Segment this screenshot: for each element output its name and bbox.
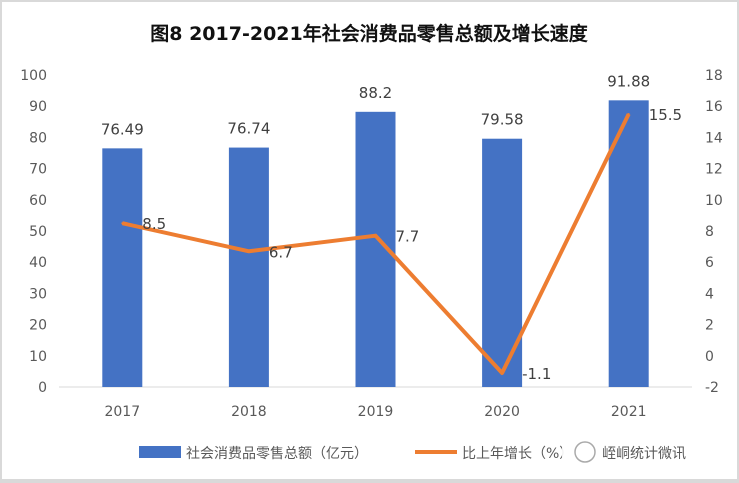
left-tick-label: 60 [29, 193, 47, 209]
legend-label-line: 比上年增长（%） [462, 446, 573, 462]
right-tick-label: 8 [705, 224, 714, 240]
x-tick-label: 2017 [104, 404, 140, 420]
x-tick-label: 2018 [231, 404, 267, 420]
x-tick-label: 2019 [358, 404, 394, 420]
left-tick-label: 40 [29, 255, 47, 271]
right-tick-label: 0 [705, 349, 714, 365]
bar-data-label: 79.58 [481, 111, 524, 129]
line-point [627, 113, 630, 115]
right-tick-label: 10 [705, 193, 723, 209]
bar-data-label: 76.74 [227, 120, 270, 138]
chart-title: 图8 2017-2021年社会消费品零售总额及增长速度 [150, 22, 588, 45]
line-data-label: 8.5 [142, 215, 166, 233]
bar [102, 148, 143, 387]
wechat-icon [574, 441, 596, 463]
watermark: 峌峒统计微讯 [602, 446, 686, 462]
left-tick-label: 10 [29, 349, 47, 365]
right-tick-label: 12 [705, 162, 723, 178]
right-tick-label: 6 [705, 255, 714, 271]
line-data-label: 6.7 [269, 243, 293, 261]
line-data-label: 15.5 [649, 106, 682, 124]
left-tick-label: 0 [38, 380, 47, 396]
right-tick-label: 14 [705, 130, 723, 146]
line-data-label: -1.1 [522, 365, 551, 383]
left-tick-label: 50 [29, 224, 47, 240]
right-tick-label: -2 [705, 380, 719, 396]
line-data-label: 7.7 [396, 228, 420, 246]
x-tick-label: 2020 [484, 404, 520, 420]
left-tick-label: 100 [20, 68, 47, 84]
left-tick-label: 30 [29, 286, 47, 302]
legend-swatch-bar [139, 446, 181, 458]
bar-data-label: 91.88 [607, 72, 650, 90]
bar-data-label: 76.49 [101, 120, 144, 138]
x-tick-label: 2021 [611, 404, 647, 420]
left-tick-label: 20 [29, 318, 47, 334]
bar [482, 138, 523, 387]
line-point [501, 371, 504, 374]
watermark-bg [562, 438, 737, 466]
right-tick-label: 4 [705, 286, 714, 302]
bar-data-label: 88.2 [359, 84, 392, 102]
line-point [247, 250, 250, 253]
legend-label-bar: 社会消费品零售总额（亿元） [186, 446, 368, 462]
left-tick-label: 80 [29, 130, 47, 146]
right-tick-label: 2 [705, 318, 714, 334]
right-tick-label: 16 [705, 99, 723, 115]
legend: 社会消费品零售总额（亿元） 比上年增长（%） 峌峒统计微讯 [139, 438, 737, 466]
left-tick-label: 70 [29, 162, 47, 178]
bar [228, 147, 269, 387]
right-tick-label: 18 [705, 68, 723, 84]
bar [608, 100, 649, 387]
line-point [374, 234, 377, 237]
left-tick-label: 90 [29, 99, 47, 115]
line-point [121, 222, 124, 225]
